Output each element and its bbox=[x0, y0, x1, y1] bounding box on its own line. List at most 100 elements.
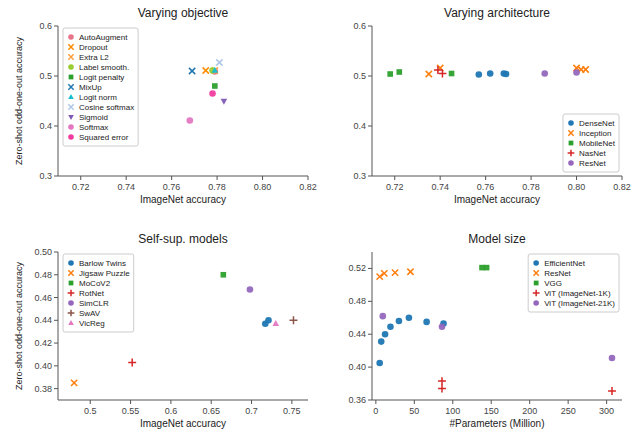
legend-label: SimCLR bbox=[79, 299, 109, 308]
series bbox=[262, 317, 272, 327]
x-tick-label: 250 bbox=[561, 406, 576, 416]
y-tick bbox=[54, 76, 58, 77]
series bbox=[438, 377, 616, 395]
x-tick bbox=[529, 400, 530, 404]
legend-marker bbox=[68, 260, 74, 266]
point bbox=[187, 117, 194, 124]
legend-label: Cosine softmax bbox=[79, 103, 134, 112]
x-tick bbox=[375, 400, 376, 404]
legend-marker bbox=[68, 124, 74, 130]
x-tick-label: 200 bbox=[522, 406, 537, 416]
x-tick-label: 150 bbox=[484, 406, 499, 416]
legend-marker bbox=[68, 290, 75, 297]
point bbox=[272, 320, 279, 326]
x-tick-label: 0.80 bbox=[568, 182, 586, 192]
y-tick-label: 0.44 bbox=[34, 315, 52, 325]
legend-box bbox=[528, 254, 619, 312]
legend-item: Cosine softmax bbox=[68, 103, 134, 112]
legend-marker bbox=[569, 141, 574, 146]
legend-marker bbox=[533, 270, 538, 275]
legend-label: EfficientNet bbox=[544, 259, 586, 268]
legend-label: VicReg bbox=[79, 319, 105, 328]
legend-item: VGG bbox=[534, 279, 562, 288]
y-tick bbox=[54, 176, 58, 177]
y-tick bbox=[54, 252, 58, 253]
x-tick-label: 0.6 bbox=[165, 406, 178, 416]
x-tick-label: 0.55 bbox=[122, 406, 140, 416]
point bbox=[189, 68, 195, 74]
point bbox=[573, 69, 580, 76]
x-axis-label: #Parameters (Million) bbox=[449, 418, 544, 429]
x-tick-label: 0.76 bbox=[163, 182, 181, 192]
legend-marker bbox=[68, 104, 73, 109]
legend-label: ResNet bbox=[579, 159, 606, 168]
legend-marker bbox=[533, 260, 539, 266]
y-tick-label: 0.46 bbox=[34, 293, 52, 303]
x-tick bbox=[531, 176, 532, 180]
point bbox=[438, 385, 446, 393]
y-axis bbox=[372, 26, 373, 176]
legend-marker bbox=[68, 84, 73, 89]
legend-marker bbox=[68, 115, 74, 120]
series bbox=[379, 313, 615, 362]
x-tick bbox=[80, 176, 81, 180]
point bbox=[423, 319, 430, 326]
x-axis bbox=[58, 176, 308, 177]
title: Self-sup. models bbox=[138, 232, 227, 246]
series bbox=[377, 269, 414, 280]
series bbox=[71, 380, 77, 386]
point bbox=[407, 269, 413, 275]
x-tick bbox=[217, 176, 218, 180]
x-tick bbox=[126, 176, 127, 180]
y-axis-label: Zero-shot odd-one-out accuracy bbox=[14, 36, 24, 165]
y-tick bbox=[368, 176, 372, 177]
legend-item: SwAV bbox=[68, 309, 101, 318]
x-tick bbox=[171, 176, 172, 180]
x-tick bbox=[262, 176, 263, 180]
y-tick-label: 0.48 bbox=[34, 270, 52, 280]
series bbox=[212, 67, 219, 73]
y-tick-label: 0.5 bbox=[353, 71, 366, 81]
legend-marker bbox=[568, 150, 575, 157]
legend-item: RotNet bbox=[68, 289, 105, 298]
point bbox=[439, 324, 446, 331]
legend-marker bbox=[533, 290, 540, 297]
point bbox=[609, 355, 616, 362]
point bbox=[392, 269, 398, 275]
x-tick bbox=[291, 400, 292, 404]
point bbox=[426, 71, 432, 77]
x-tick bbox=[440, 176, 441, 180]
y-tick bbox=[368, 367, 372, 368]
legend-label: Label smooth. bbox=[79, 63, 129, 72]
legend-label: ViT (ImageNet-1K) bbox=[544, 289, 611, 298]
point bbox=[290, 316, 298, 324]
legend: EfficientNetResNetVGGViT (ImageNet-1K)Vi… bbox=[528, 254, 619, 312]
legend-label: MobileNet bbox=[579, 139, 616, 148]
y-tick bbox=[368, 301, 372, 302]
series bbox=[212, 83, 218, 89]
legend-item: DenseNet bbox=[568, 119, 615, 128]
legend-item: Logit norm bbox=[68, 93, 117, 102]
x-tick-label: 0.78 bbox=[208, 182, 226, 192]
legend: AutoAugmentDropoutExtra L2Label smooth.L… bbox=[63, 28, 138, 146]
legend-marker bbox=[68, 134, 74, 140]
legend-marker bbox=[68, 54, 73, 59]
legend-box bbox=[63, 254, 134, 332]
y-tick bbox=[54, 26, 58, 27]
x-tick-label: 0.82 bbox=[299, 182, 317, 192]
legend-item: Softmax bbox=[68, 123, 108, 132]
x-tick bbox=[568, 400, 569, 404]
point bbox=[438, 70, 446, 78]
y-tick-label: 0.3 bbox=[39, 171, 52, 181]
x-tick bbox=[394, 176, 395, 180]
y-tick bbox=[368, 76, 372, 77]
y-axis bbox=[372, 252, 373, 400]
x-tick bbox=[622, 176, 623, 180]
x-tick bbox=[485, 176, 486, 180]
x-axis-label: ImageNet accuracy bbox=[140, 418, 226, 429]
legend-label: Sigmoid bbox=[79, 113, 108, 122]
x-axis-label: ImageNet accuracy bbox=[454, 194, 540, 205]
y-tick-label: 0.6 bbox=[353, 21, 366, 31]
legend-label: ViT (ImageNet-21K) bbox=[544, 299, 615, 308]
legend-item: ResNet bbox=[533, 269, 571, 278]
